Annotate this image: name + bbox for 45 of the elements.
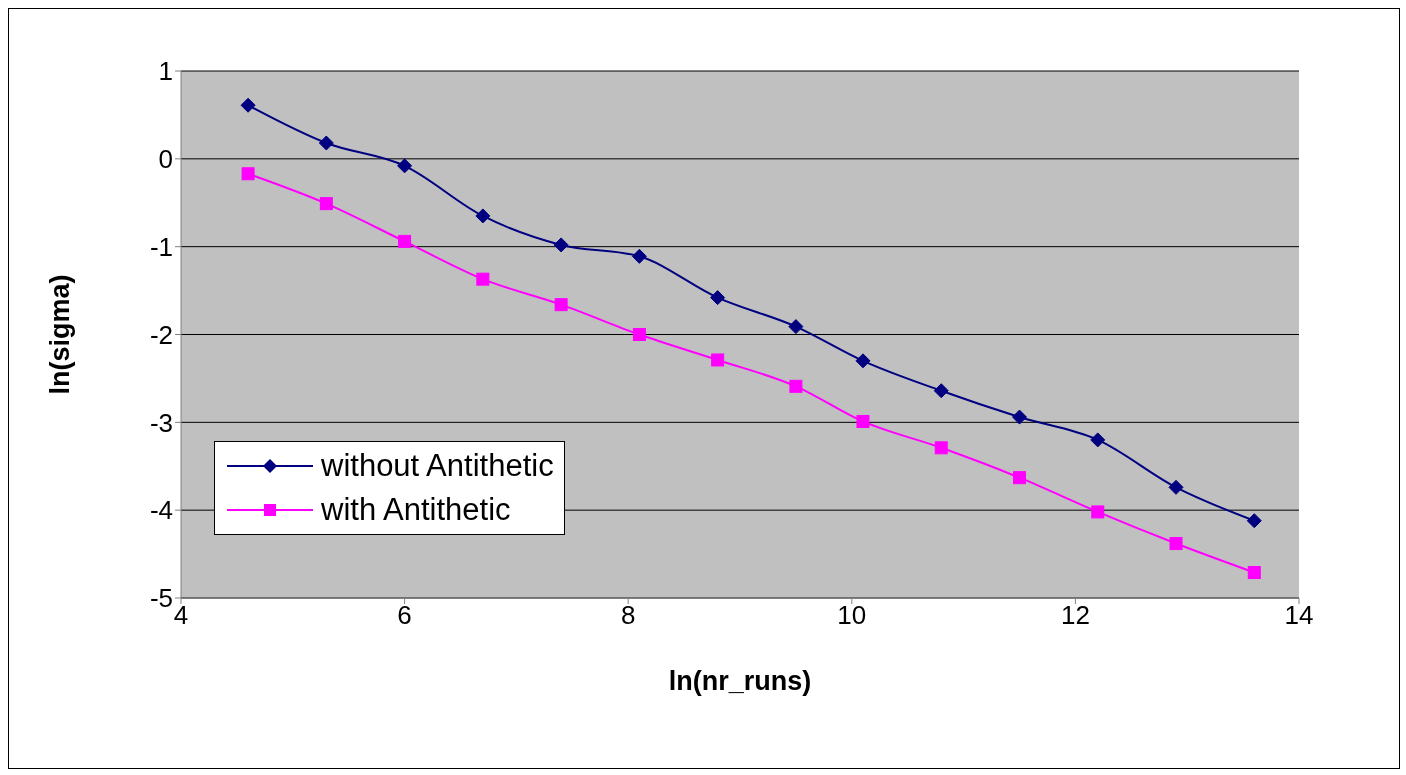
x-tick-label: 14 [1284, 600, 1314, 631]
point [1247, 566, 1261, 580]
point [1168, 479, 1184, 495]
point [475, 208, 491, 224]
x-tick-label: 4 [173, 600, 189, 631]
y-tick-label: -5 [149, 583, 173, 614]
point [1013, 471, 1026, 485]
point [397, 158, 413, 174]
y-tick-label: 1 [158, 56, 173, 87]
x-axis-title: ln(nr_runs) [668, 666, 812, 696]
point [632, 328, 646, 341]
point [318, 135, 334, 151]
point [1012, 409, 1027, 425]
y-tick-label: 0 [158, 144, 173, 175]
point [934, 441, 948, 455]
point [1091, 505, 1105, 519]
point [241, 167, 255, 181]
point [788, 319, 804, 335]
x-tick-label: 12 [1060, 600, 1090, 631]
point [789, 379, 803, 393]
point [240, 97, 256, 113]
point [711, 353, 725, 367]
y-tick-label: -2 [149, 319, 173, 350]
legend-label: with Antithetic [321, 492, 511, 528]
point [856, 414, 870, 428]
point [1246, 513, 1262, 529]
point [933, 383, 949, 399]
point [710, 290, 726, 306]
point [855, 353, 871, 369]
x-tick-label: 8 [620, 600, 636, 631]
y-tick-label: -1 [149, 231, 173, 262]
point [1090, 432, 1106, 448]
y-axis-title: ln(sigma) [44, 274, 75, 395]
x-tick-label: 6 [397, 600, 412, 631]
y-tick-label: -3 [149, 407, 173, 438]
point [631, 248, 647, 264]
point [554, 298, 568, 312]
point [1169, 537, 1183, 551]
x-tick-label: 10 [837, 600, 867, 631]
point [476, 272, 490, 286]
point [553, 237, 569, 253]
point [398, 234, 412, 248]
legend-label: without Antithetic [321, 448, 554, 484]
y-tick-label: -4 [149, 495, 173, 526]
point [319, 197, 333, 211]
